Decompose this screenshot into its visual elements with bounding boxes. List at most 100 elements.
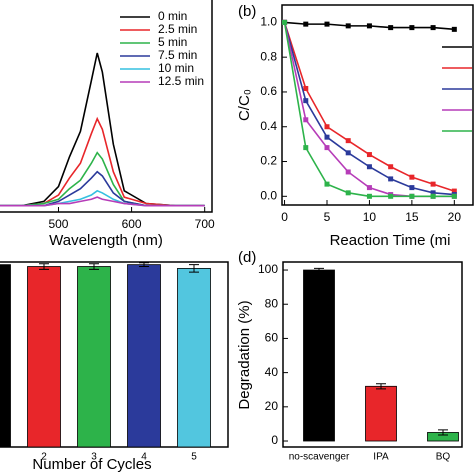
point-marker bbox=[324, 145, 330, 151]
x-tick-label: IPA bbox=[373, 452, 389, 463]
y-tick-label: 0.4 bbox=[260, 119, 277, 133]
y-tick-label: 0.8 bbox=[260, 49, 277, 63]
point-marker bbox=[366, 23, 372, 29]
x-tick-label: no-scavenger bbox=[289, 452, 350, 463]
x-tick-label: 700 bbox=[195, 217, 215, 231]
x-tick-label: 3 bbox=[91, 452, 97, 463]
x-tick-label: BQ bbox=[436, 452, 451, 463]
point-marker bbox=[430, 193, 436, 199]
point-marker bbox=[409, 25, 415, 31]
point-marker bbox=[303, 98, 309, 104]
y-tick-label: 40 bbox=[265, 365, 279, 379]
x-axis-label: Wavelength (nm) bbox=[49, 232, 163, 249]
point-marker bbox=[366, 185, 372, 191]
legend-label: 2.5 min bbox=[158, 22, 197, 36]
point-marker bbox=[451, 188, 457, 194]
x-tick-label: 0 bbox=[281, 210, 288, 224]
point-marker bbox=[345, 169, 351, 175]
point-marker bbox=[345, 138, 351, 144]
point-marker bbox=[366, 152, 372, 158]
point-marker bbox=[409, 193, 415, 199]
y-tick-label: 1.0 bbox=[260, 15, 277, 29]
point-marker bbox=[366, 164, 372, 170]
point-marker bbox=[345, 150, 351, 156]
error-bar bbox=[314, 267, 324, 273]
x-axis-label: Number of Cycles bbox=[32, 456, 151, 473]
point-marker bbox=[430, 25, 436, 31]
x-tick-label: 5 bbox=[324, 210, 331, 224]
point-marker bbox=[430, 181, 436, 187]
x-tick-label: 15 bbox=[405, 210, 419, 224]
point-marker bbox=[324, 134, 330, 140]
error-bar bbox=[438, 429, 448, 436]
legend-label: 10 min bbox=[158, 61, 194, 75]
bar bbox=[27, 266, 61, 448]
y-axis-label: C/C₀ bbox=[236, 89, 253, 121]
axes-frame bbox=[281, 4, 474, 206]
error-bar bbox=[189, 264, 199, 273]
point-marker bbox=[303, 117, 309, 123]
point-marker bbox=[388, 164, 394, 170]
point-marker bbox=[303, 21, 309, 27]
point-marker bbox=[324, 124, 330, 130]
y-tick-label: 60 bbox=[265, 331, 279, 345]
point-marker bbox=[303, 85, 309, 91]
panel-label: (d) bbox=[238, 249, 256, 266]
x-tick-label: 5 bbox=[191, 452, 197, 463]
point-marker bbox=[366, 193, 372, 199]
bar bbox=[0, 264, 11, 448]
x-tick-label: 10 bbox=[363, 210, 377, 224]
axes-frame bbox=[0, 261, 229, 448]
error-bar bbox=[139, 262, 149, 268]
point-marker bbox=[388, 25, 394, 31]
axes-frame bbox=[282, 261, 463, 448]
y-tick-label: 0 bbox=[271, 433, 278, 447]
x-tick-label: 600 bbox=[122, 217, 142, 231]
x-tick-label: 4 bbox=[141, 452, 147, 463]
point-marker bbox=[282, 19, 288, 25]
point-marker bbox=[388, 176, 394, 182]
bar bbox=[177, 267, 211, 448]
y-tick-label: 80 bbox=[265, 296, 279, 310]
error-bar bbox=[39, 263, 49, 270]
x-tick-label: 2 bbox=[41, 452, 47, 463]
point-marker bbox=[324, 181, 330, 187]
series-line bbox=[0, 196, 205, 207]
point-marker bbox=[451, 26, 457, 32]
series-line bbox=[0, 52, 205, 207]
y-tick-label: 0.0 bbox=[260, 188, 277, 202]
point-marker bbox=[303, 145, 309, 151]
point-marker bbox=[409, 174, 415, 180]
panel-label: (b) bbox=[238, 3, 256, 20]
point-marker bbox=[409, 185, 415, 191]
legend-label: 7.5 min bbox=[158, 48, 197, 62]
y-tick-label: 100 bbox=[258, 262, 278, 276]
y-axis-label: Degradation (%) bbox=[236, 300, 253, 409]
x-tick-label: 500 bbox=[48, 217, 68, 231]
bar bbox=[303, 269, 335, 442]
x-tick-label: 20 bbox=[448, 210, 462, 224]
y-tick-label: 20 bbox=[265, 399, 279, 413]
point-marker bbox=[345, 190, 351, 196]
error-bar bbox=[89, 263, 99, 270]
bar bbox=[127, 264, 161, 448]
y-tick-label: 0.2 bbox=[260, 154, 277, 168]
legend-label: 12.5 min bbox=[158, 74, 204, 88]
series-line bbox=[0, 170, 205, 207]
error-bar bbox=[376, 383, 386, 390]
legend-label: 5 min bbox=[158, 35, 187, 49]
point-marker bbox=[388, 193, 394, 199]
x-axis-label: Reaction Time (mi bbox=[330, 232, 451, 249]
bar bbox=[77, 266, 111, 448]
y-tick-label: 0.6 bbox=[260, 84, 277, 98]
point-marker bbox=[345, 23, 351, 29]
point-marker bbox=[430, 190, 436, 196]
bar bbox=[365, 385, 397, 442]
axes-frame bbox=[0, 0, 213, 213]
point-marker bbox=[324, 21, 330, 27]
legend-label: 0 min bbox=[158, 9, 187, 23]
series-line bbox=[0, 151, 205, 207]
point-marker bbox=[451, 193, 457, 199]
